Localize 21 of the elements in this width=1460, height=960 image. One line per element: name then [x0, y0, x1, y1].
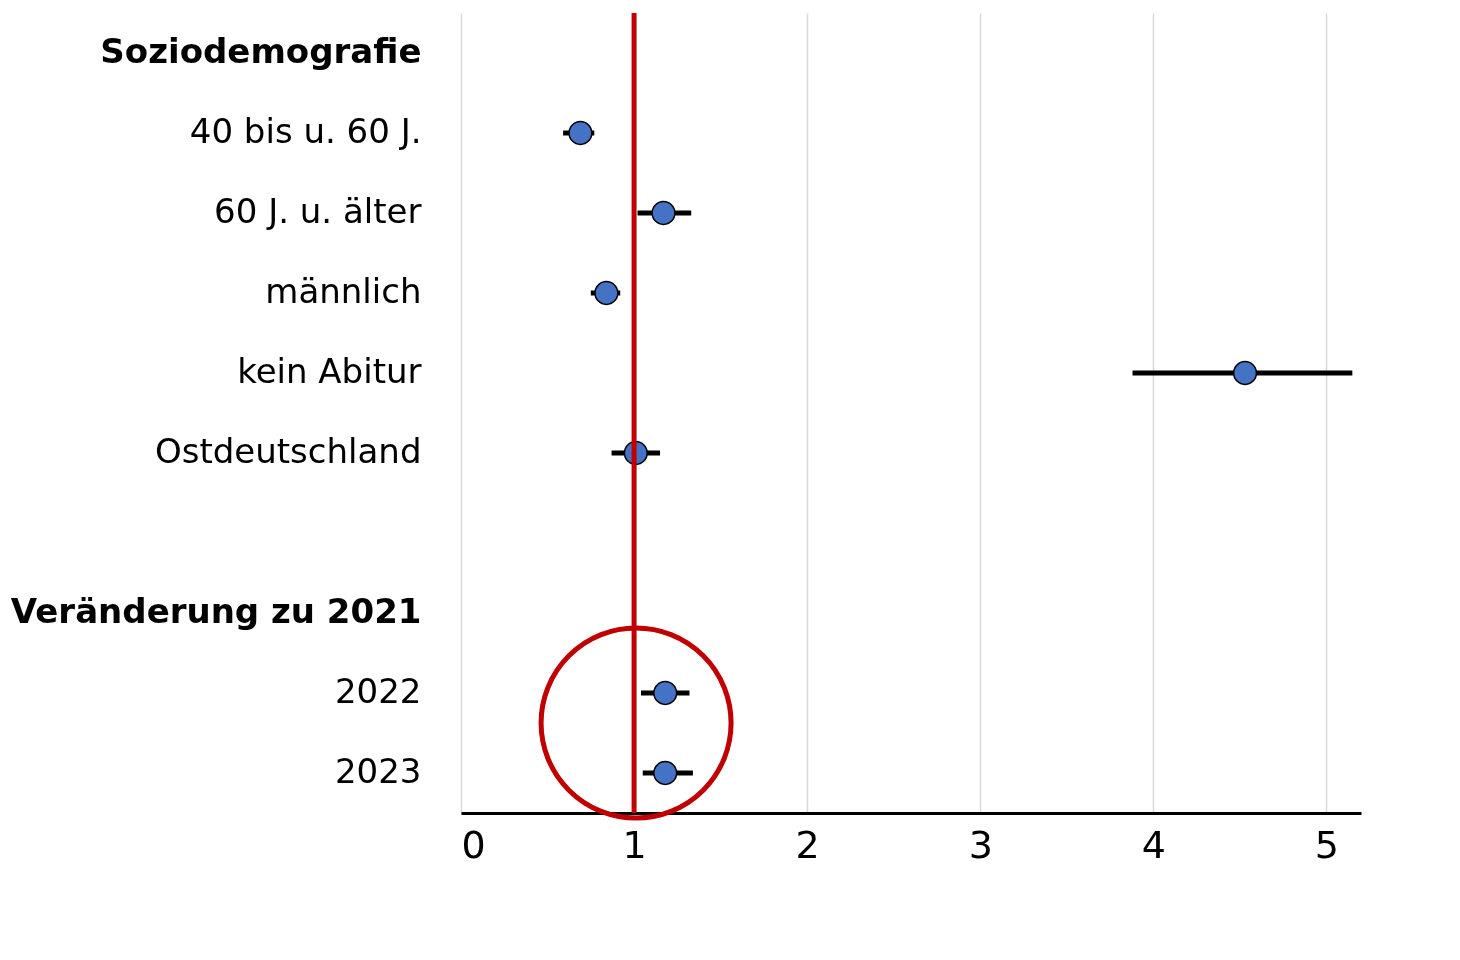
point — [568, 120, 593, 146]
x-tick-label: 5 — [1314, 822, 1339, 867]
y-tick-label: 2023 — [334, 751, 422, 791]
y-tick-label: 40 bis u. 60 J. — [189, 111, 422, 151]
x-tick-label: 0 — [461, 822, 486, 867]
x-tick-label: 2 — [795, 822, 820, 867]
y-tick-label: Ostdeutschland — [154, 431, 422, 471]
point — [653, 760, 678, 786]
x-tick-label: 1 — [622, 822, 647, 867]
y-tick-label: Soziodemografie — [100, 31, 422, 71]
y-tick-label: 60 J. u. älter — [214, 191, 422, 231]
point — [1232, 360, 1258, 386]
y-tick-label: kein Abitur — [237, 351, 422, 391]
y-tick-label: 2022 — [334, 671, 422, 711]
y-tick-label: männlich — [265, 271, 422, 311]
point — [594, 280, 619, 306]
point — [651, 200, 676, 226]
x-tick-label: 4 — [1141, 822, 1166, 867]
y-tick-label: Veränderung zu 2021 — [10, 591, 422, 631]
x-tick-label: 3 — [968, 822, 993, 867]
point — [653, 680, 678, 706]
